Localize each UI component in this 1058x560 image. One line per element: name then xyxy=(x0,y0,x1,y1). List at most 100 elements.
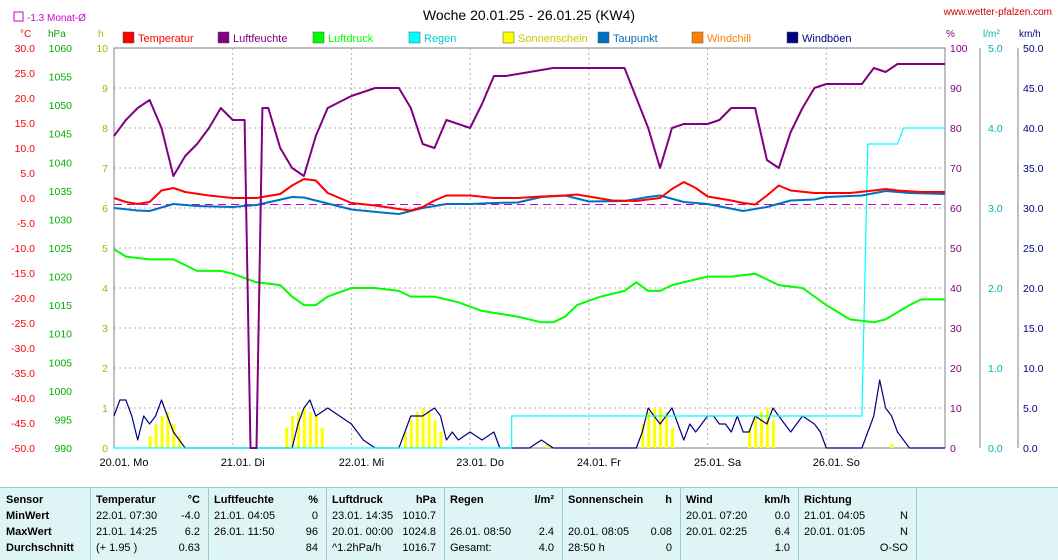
stats-label: Richtung xyxy=(804,494,852,506)
sun-tick-label: 6 xyxy=(102,203,108,215)
pressure-tick-label: 990 xyxy=(54,443,72,455)
humidity-tick-label: 100 xyxy=(950,43,968,55)
stats-label: 26.01. 08:50 xyxy=(450,526,512,538)
stats-value: 1016.7 xyxy=(402,542,436,554)
legend-label: Windchill xyxy=(707,33,751,45)
rain-tick-label: 1.0 xyxy=(988,363,1003,375)
stats-column: Sensor MinWert MaxWert Durchschnitt xyxy=(0,488,91,560)
pressure-tick-label: 1045 xyxy=(49,129,73,141)
rain-tick-label: 5.0 xyxy=(988,43,1003,55)
unit-pressure: hPa xyxy=(48,29,66,40)
humidity-tick-label: 0 xyxy=(950,443,956,455)
stats-value: N xyxy=(900,510,908,522)
sunshine-bar xyxy=(754,416,758,448)
unit-sun: h xyxy=(98,29,104,40)
stats-label: 22.01. 07:30 xyxy=(96,510,158,522)
stats-row: Regen l/m² xyxy=(444,492,562,508)
unit-wind: km/h xyxy=(1019,29,1041,40)
stats-value: 6.2 xyxy=(184,526,200,538)
day-label: 21.01. Di xyxy=(221,457,265,469)
stats-row: Durchschnitt xyxy=(0,540,90,556)
temp-tick-label: 10.0 xyxy=(15,143,36,155)
stats-row: 84 xyxy=(208,540,326,556)
weather-chart: Woche 20.01.25 - 26.01.25 (KW4) www.wett… xyxy=(11,7,1052,469)
sun-tick-label: 7 xyxy=(102,163,108,175)
day-label: 24.01. Fr xyxy=(577,457,621,469)
temp-tick-label: -35.0 xyxy=(11,368,35,380)
stats-label: Gesamt: xyxy=(450,542,492,554)
series-luftfeuchte xyxy=(113,63,945,449)
stats-label: Temperatur xyxy=(96,494,156,506)
stats-label: 20.01. 01:05 xyxy=(804,526,866,538)
wind-tick-label: 45.0 xyxy=(1023,83,1044,95)
legend-label: Luftdruck xyxy=(328,33,374,45)
humidity-tick-label: 30 xyxy=(950,323,962,335)
wind-tick-label: 25.0 xyxy=(1023,243,1044,255)
temp-tick-label: 0.0 xyxy=(20,193,35,205)
pressure-tick-label: 1035 xyxy=(49,186,73,198)
temp-tick-label: -15.0 xyxy=(11,268,35,280)
sunshine-bar xyxy=(415,412,419,448)
stats-row: 20.01. 01:05 N xyxy=(798,524,916,540)
stats-value: 2.4 xyxy=(538,526,554,538)
temp-tick-label: -45.0 xyxy=(11,418,35,430)
pressure-tick-label: 1025 xyxy=(49,243,73,255)
stats-label: ^1.2hPa/h xyxy=(332,542,382,554)
wind-tick-label: 0.0 xyxy=(1023,443,1038,455)
stats-row: MaxWert xyxy=(0,524,90,540)
sunshine-bar xyxy=(403,432,407,448)
sunshine-bar xyxy=(314,416,318,448)
sun-tick-label: 1 xyxy=(102,403,108,415)
pressure-tick-label: 1005 xyxy=(49,357,73,369)
site-link[interactable]: www.wetter-pfalzen.com xyxy=(943,7,1052,18)
legend-swatch xyxy=(691,31,704,44)
stats-row: 20.01. 08:05 0.08 xyxy=(562,524,680,540)
stats-row: 21.01. 04:05 N xyxy=(798,508,916,524)
stats-label: 20.01. 08:05 xyxy=(568,526,630,538)
sunshine-bar xyxy=(546,444,550,448)
humidity-tick-label: 70 xyxy=(950,163,962,175)
humidity-tick-label: 20 xyxy=(950,363,962,375)
sunshine-bar xyxy=(291,416,295,448)
pressure-tick-label: 1015 xyxy=(49,300,73,312)
sunshine-bar xyxy=(771,420,775,448)
sunshine-bar xyxy=(285,428,289,448)
stats-row: 20.01. 07:20 0.0 xyxy=(680,508,798,524)
legend-swatch xyxy=(217,31,230,44)
stats-value: 1010.7 xyxy=(402,510,436,522)
stats-column: Richtung 21.01. 04:05 N 20.01. 01:05 N O-SO xyxy=(798,488,917,560)
legend-swatch xyxy=(122,31,135,44)
day-label: 26.01. So xyxy=(813,457,860,469)
unit-humidity: % xyxy=(946,29,955,40)
unit-rain: l/m² xyxy=(983,29,1000,40)
stats-label: Sensor xyxy=(6,494,44,506)
humidity-tick-label: 40 xyxy=(950,283,962,295)
stats-label: Luftdruck xyxy=(332,494,383,506)
legend-label: Temperatur xyxy=(138,33,194,45)
legend: Temperatur Luftfeuchte Luftdruck Regen Sonne… xyxy=(122,31,852,45)
pressure-tick-label: 1040 xyxy=(49,157,73,169)
stats-value: l/m² xyxy=(534,494,554,506)
stats-value: 0 xyxy=(311,510,318,522)
stats-value: °C xyxy=(187,494,200,506)
stats-row: 21.01. 04:05 0 xyxy=(208,508,326,524)
day-labels: 20.01. Mo 21.01. Di 22.01. Mi 23.01. Do 24.0… xyxy=(100,457,860,469)
temp-tick-label: -10.0 xyxy=(11,243,35,255)
sunshine-bar xyxy=(148,436,152,448)
sunshine-bar xyxy=(297,412,301,448)
sunshine-bar xyxy=(154,424,158,448)
day-label: 25.01. Sa xyxy=(694,457,742,469)
pressure-tick-label: 1020 xyxy=(49,272,73,284)
unit-temp: °C xyxy=(20,29,31,40)
stats-row: ^1.2hPa/h 1016.7 xyxy=(326,540,444,556)
temp-tick-label: 15.0 xyxy=(15,118,36,130)
temp-tick-label: -50.0 xyxy=(11,443,35,455)
humidity-tick-label: 10 xyxy=(950,403,962,415)
stats-value: 96 xyxy=(305,526,318,538)
humidity-tick-label: 90 xyxy=(950,83,962,95)
sunshine-bar xyxy=(890,444,894,448)
stats-label: Durchschnitt xyxy=(6,542,74,554)
series-luftdruck xyxy=(113,248,945,324)
stats-row: (+ 1.95 ) 0.63 xyxy=(90,540,208,556)
stats-column: Sonnenschein h 20.01. 08:05 0.08 28:50 h 0 xyxy=(562,488,681,560)
